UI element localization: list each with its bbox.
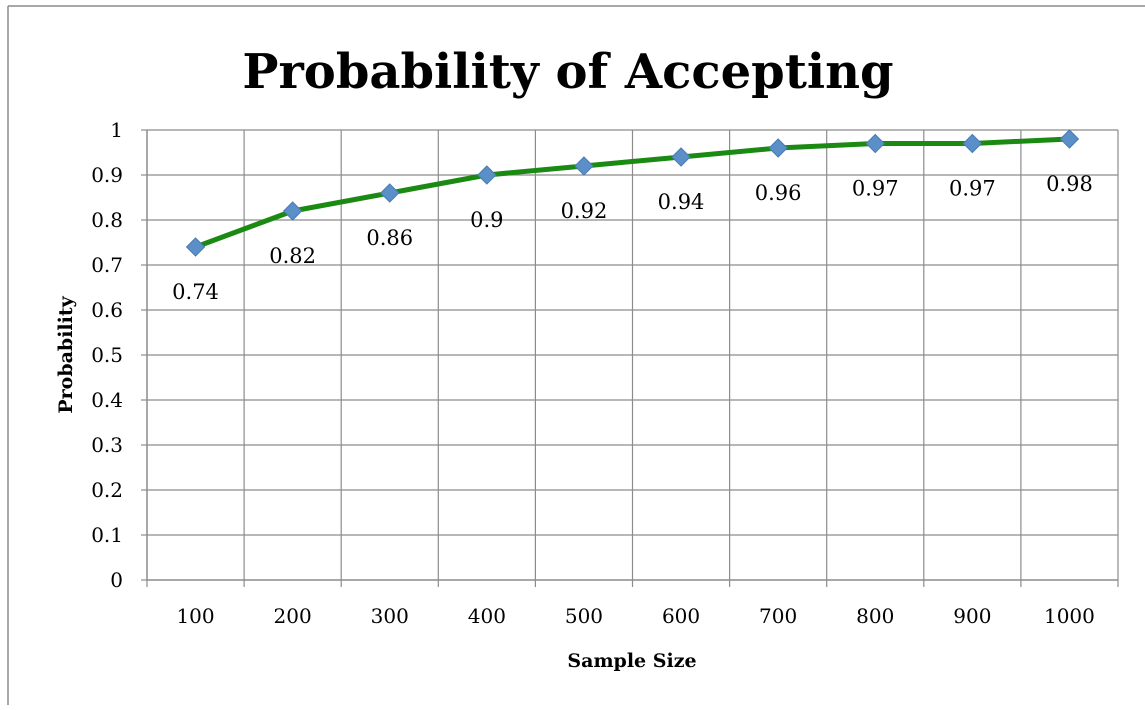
diamond-marker [865, 133, 885, 154]
axes [141, 129, 1119, 587]
data-label: 0.74 [172, 280, 219, 304]
x-tick-label: 500 [565, 604, 603, 628]
x-tick-label: 300 [371, 604, 409, 628]
gridlines [147, 129, 1119, 580]
diamond-marker [1059, 129, 1080, 149]
diamond-marker [282, 201, 303, 221]
series-markers [185, 129, 1080, 257]
y-tick-label: 0.8 [91, 208, 123, 232]
x-tick-labels: 100 200 300 400 500 600 700 800 900 1000 [176, 604, 1094, 628]
y-tick-label: 0 [110, 568, 123, 592]
diamond-marker [574, 156, 594, 176]
x-tick-label: 800 [856, 604, 894, 628]
data-label: 0.98 [1046, 172, 1093, 196]
y-tick-label: 0.9 [91, 163, 123, 187]
data-label: 0.94 [658, 190, 705, 214]
y-tick-label: 0.4 [91, 388, 123, 412]
y-axis-title: Probability [55, 295, 77, 413]
y-tick-label: 0.1 [91, 523, 123, 547]
diamond-marker [671, 147, 691, 167]
x-tick-label: 700 [759, 604, 797, 628]
diamond-marker [185, 237, 206, 257]
y-tick-label: 0.7 [91, 253, 123, 277]
data-labels: 0.74 0.82 0.86 0.9 0.92 0.94 0.96 0.97 0.97 0.98 [172, 172, 1093, 304]
x-tick-label: 1000 [1044, 604, 1095, 628]
x-tick-label: 600 [662, 604, 700, 628]
data-label: 0.92 [561, 199, 608, 223]
y-tick-label: 0.3 [91, 433, 123, 457]
series-line [193, 136, 1072, 250]
diamond-marker [477, 165, 497, 185]
data-label: 0.82 [269, 244, 316, 268]
x-tick-label: 400 [468, 604, 506, 628]
y-tick-label: 0.6 [91, 298, 123, 322]
data-label: 0.96 [755, 181, 802, 205]
y-tick-labels: 0 0.1 0.2 0.3 0.4 0.5 0.6 0.7 0.8 0.9 1 [91, 118, 123, 592]
chart-title: Probability of Accepting [242, 44, 893, 100]
x-tick-label: 100 [176, 604, 214, 628]
y-tick-label: 1 [110, 118, 123, 142]
y-tick-label: 0.5 [91, 343, 123, 367]
data-label: 0.86 [366, 226, 413, 250]
y-tick-label: 0.2 [91, 478, 123, 502]
x-tick-label: 900 [953, 604, 991, 628]
series-line-path [193, 136, 1072, 250]
diamond-marker [380, 183, 400, 203]
diamond-marker [768, 138, 788, 158]
data-label: 0.9 [470, 208, 503, 232]
x-tick-label: 200 [274, 604, 312, 628]
x-axis-title: Sample Size [567, 650, 696, 672]
diamond-marker [962, 133, 983, 154]
data-label: 0.97 [949, 177, 996, 201]
data-label: 0.97 [852, 177, 899, 201]
